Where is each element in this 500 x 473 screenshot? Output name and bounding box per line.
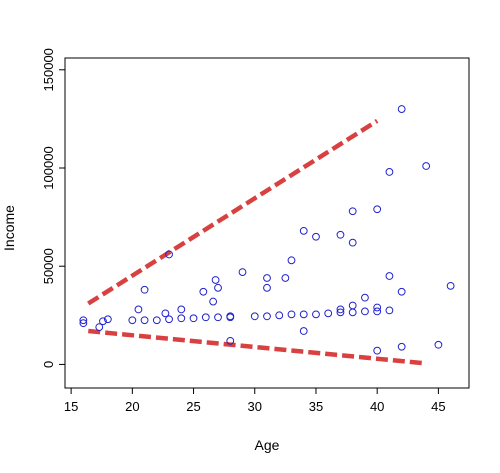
data-point [214, 283, 222, 292]
data-point [152, 316, 161, 325]
data-point [422, 162, 431, 170]
data-point [397, 287, 406, 296]
data-point [348, 207, 357, 216]
trend-line [88, 328, 427, 366]
y-tick-label: 100000 [41, 146, 56, 189]
data-point [373, 205, 382, 214]
data-point [263, 312, 271, 321]
data-point [385, 306, 394, 315]
x-tick-label: 30 [248, 399, 262, 414]
data-point [312, 310, 320, 319]
data-point [324, 309, 333, 318]
data-point [199, 287, 208, 296]
data-point [263, 274, 271, 282]
trend-line [87, 118, 379, 306]
x-tick-label: 40 [370, 399, 384, 414]
data-points [79, 105, 455, 355]
data-point [361, 307, 369, 316]
data-point [397, 105, 406, 113]
data-point [211, 276, 220, 284]
data-point [103, 315, 112, 324]
data-point [299, 310, 308, 319]
data-point [79, 319, 88, 328]
data-point [177, 314, 186, 323]
data-point [161, 309, 170, 318]
data-point [446, 281, 455, 290]
data-point [312, 232, 320, 241]
x-tick-label: 35 [309, 399, 323, 414]
data-point [336, 305, 345, 314]
data-point [348, 238, 357, 247]
data-point [177, 305, 186, 314]
data-point [134, 305, 143, 314]
y-axis-title: Income [1, 205, 17, 251]
data-point [140, 316, 149, 325]
y-axis: 0 50000 100000 150000 [41, 48, 65, 368]
data-point [385, 272, 394, 280]
data-point [79, 316, 88, 325]
data-point [281, 274, 290, 282]
data-point [397, 342, 406, 351]
x-tick-label: 25 [186, 399, 200, 414]
data-point [165, 315, 173, 324]
data-point [95, 323, 104, 332]
data-point [348, 301, 357, 310]
data-point [385, 168, 394, 176]
y-tick-label: 150000 [41, 48, 56, 91]
data-point [336, 230, 345, 239]
data-point [238, 268, 247, 277]
x-axis: 15 20 25 30 35 40 45 [64, 388, 446, 414]
data-point [373, 307, 382, 316]
data-point [287, 310, 296, 319]
data-point [434, 340, 443, 349]
x-axis-title: Age [255, 437, 280, 453]
data-point [214, 313, 222, 322]
x-tick-label: 45 [431, 399, 445, 414]
data-point [140, 285, 149, 294]
data-point [373, 303, 382, 312]
data-point [226, 336, 235, 345]
data-point [99, 317, 107, 326]
x-tick-label: 20 [125, 399, 139, 414]
data-point [250, 312, 259, 321]
data-point [336, 308, 345, 317]
data-point [128, 316, 137, 325]
data-point [201, 313, 210, 322]
data-point [361, 293, 369, 302]
data-point [373, 346, 382, 355]
x-tick-label: 15 [64, 399, 78, 414]
data-point [299, 327, 308, 335]
data-point [287, 256, 296, 265]
data-point [275, 311, 284, 320]
trend-lines [87, 118, 427, 366]
plot-frame [64, 57, 470, 389]
data-point [189, 314, 198, 323]
y-tick-label: 0 [41, 361, 56, 368]
data-point [299, 226, 308, 235]
y-tick-label: 50000 [41, 248, 56, 284]
data-point [348, 308, 357, 317]
data-point [263, 283, 271, 292]
data-point [226, 312, 235, 321]
data-point [165, 250, 173, 259]
data-point [209, 297, 218, 306]
